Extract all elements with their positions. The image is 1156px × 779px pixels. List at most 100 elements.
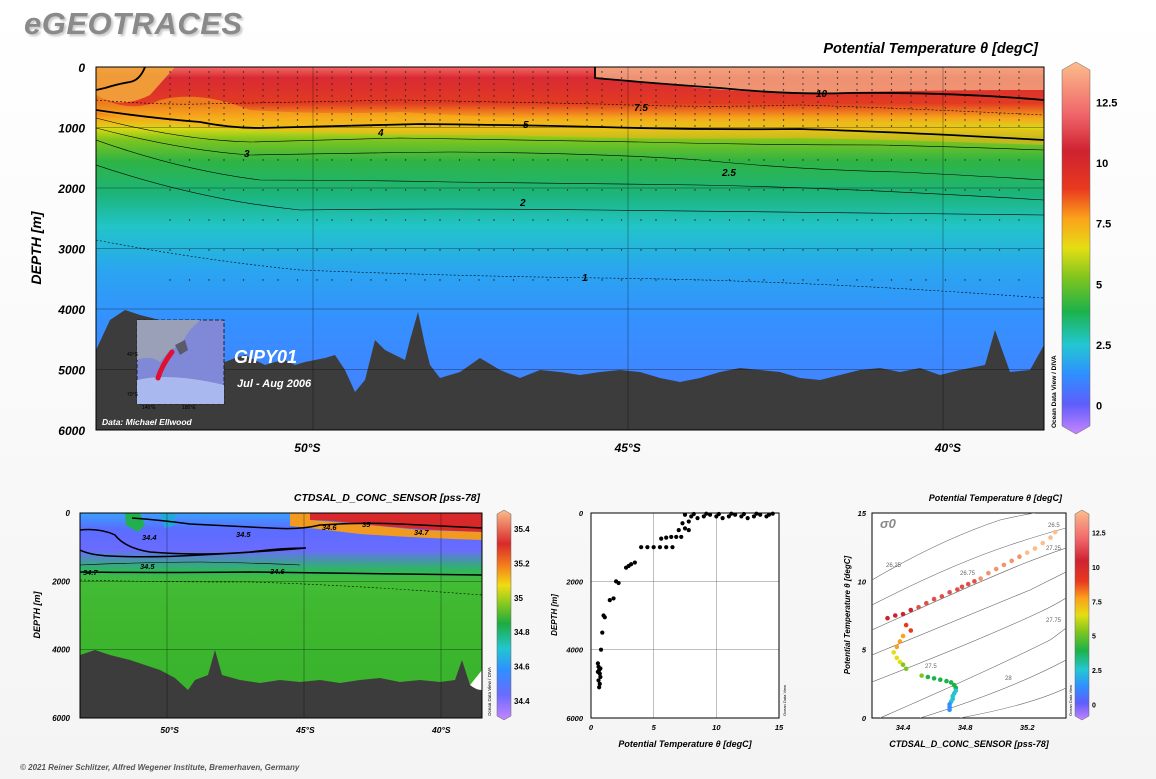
profile-point <box>632 560 637 565</box>
sample-dot <box>566 189 569 191</box>
bathymetry <box>96 310 1044 430</box>
sample-dot <box>370 113 372 115</box>
sample-dot <box>694 219 696 221</box>
sample-dot <box>242 119 245 121</box>
sample-dot <box>385 249 387 251</box>
sample-dot <box>655 83 657 85</box>
sample-dot <box>910 95 912 97</box>
main-colorbar-ticks: 0 2.5 5 7.5 10 12.5 <box>1096 97 1117 412</box>
salinity-surface-high <box>310 513 482 532</box>
main-y-ticks: 0 1000 2000 3000 4000 5000 6000 <box>57 61 85 438</box>
sample-dot <box>493 77 495 79</box>
sample-dot <box>547 77 549 79</box>
profile-point <box>729 511 734 516</box>
sample-dot <box>709 71 711 73</box>
main-x-tick-label: 50°S <box>294 441 320 455</box>
sample-dot <box>1018 249 1020 251</box>
sample-dot <box>748 249 750 251</box>
profile-point <box>766 512 772 517</box>
main-colorbar-tick-label: 10 <box>1096 158 1108 170</box>
sample-dot <box>871 83 873 85</box>
sample-dot <box>385 119 387 121</box>
sample-dot <box>404 101 407 103</box>
sample-dot <box>277 119 279 121</box>
sample-dot <box>439 101 441 103</box>
sample-dot <box>817 189 819 191</box>
sample-dot <box>944 95 947 97</box>
ts-point <box>1040 540 1046 546</box>
sample-dot <box>242 125 245 127</box>
profile-point <box>645 545 650 550</box>
sample-dot <box>763 107 765 109</box>
sample-dot <box>925 113 927 115</box>
sample-dot <box>620 125 623 127</box>
sample-dot <box>208 113 210 115</box>
sample-dot <box>694 125 696 127</box>
sample-dot <box>385 159 387 161</box>
ts-point <box>1032 546 1038 551</box>
sample-dot <box>277 71 279 73</box>
sample-dot <box>493 83 495 85</box>
sample-dot <box>493 219 495 221</box>
sample-dot <box>424 119 426 121</box>
main-colorbar-tick-label: 0 <box>1096 401 1102 413</box>
sample-dot <box>188 77 191 79</box>
profile-point <box>674 534 679 540</box>
brand-logo: eGEOTRACES <box>24 6 243 41</box>
sample-dot <box>439 279 441 281</box>
sample-dot <box>478 89 480 91</box>
sample-dot <box>188 113 191 115</box>
salinity-bathymetry <box>80 650 482 718</box>
sample-dot <box>655 249 657 251</box>
sample-dot <box>979 119 981 121</box>
main-y-tick-label: 6000 <box>58 424 85 438</box>
sample-dot <box>856 249 858 251</box>
sample-dot <box>709 279 711 281</box>
profile-point <box>670 545 675 550</box>
cruise-track <box>155 349 175 381</box>
sample-dot <box>547 71 549 73</box>
sample-dot <box>964 107 966 109</box>
sample-dot <box>836 95 839 97</box>
sample-dot <box>208 249 210 251</box>
sample-dot <box>871 113 873 115</box>
sample-dot <box>910 279 912 281</box>
sample-dot <box>890 83 893 85</box>
ts-point <box>903 622 909 628</box>
salinity-y-tick-label: 6000 <box>52 714 70 723</box>
sample-dot <box>925 219 927 221</box>
sample-dot <box>910 107 912 109</box>
sample-dot <box>694 107 696 109</box>
sample-dot <box>998 125 1001 127</box>
sample-dot <box>998 101 1001 103</box>
sample-dot <box>964 125 966 127</box>
sample-dot <box>169 95 171 97</box>
sample-dot <box>478 95 480 97</box>
sample-dot <box>188 125 191 127</box>
sample-dot <box>586 249 588 251</box>
sample-dot <box>694 101 696 103</box>
sample-dot <box>223 107 225 109</box>
sample-dot <box>655 219 657 221</box>
sample-dot <box>655 71 657 73</box>
ts-point <box>900 633 906 639</box>
sample-dot <box>728 125 731 127</box>
map-label-40s: 40°S <box>127 352 139 358</box>
sample-dot <box>640 219 642 221</box>
sample-dot <box>439 77 441 79</box>
sample-dot <box>998 119 1001 121</box>
sample-dot <box>782 77 785 79</box>
sample-dot <box>586 119 588 121</box>
sample-dot <box>640 89 642 91</box>
sample-dot <box>350 249 353 251</box>
main-y-tick-label: 3000 <box>58 243 85 257</box>
sample-dot <box>890 77 893 79</box>
ts-point <box>986 570 991 576</box>
sample-dot <box>674 101 677 103</box>
sample-dot <box>763 125 765 127</box>
sample-dot <box>458 101 461 103</box>
sample-dot <box>296 71 299 73</box>
sample-dot <box>547 119 549 121</box>
sample-dot <box>586 95 588 97</box>
sample-dot <box>856 125 858 127</box>
